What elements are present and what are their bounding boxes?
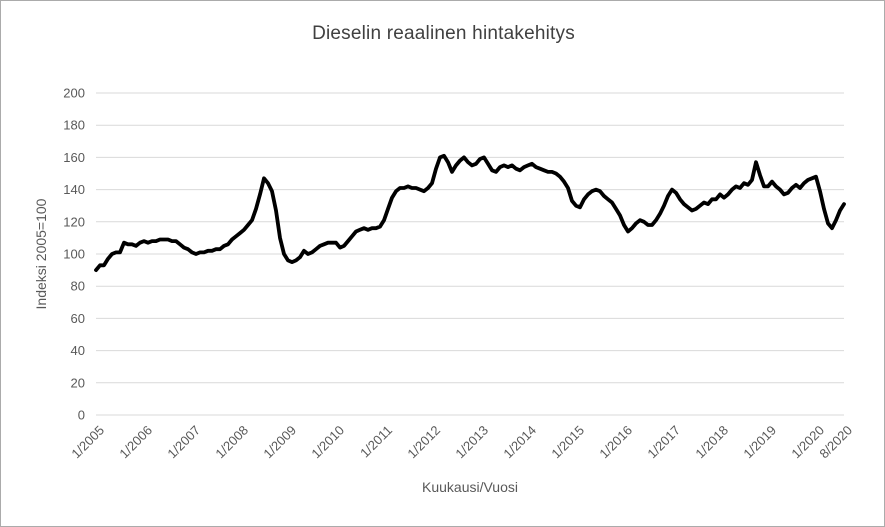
y-tick-label-140: 140 — [63, 182, 85, 197]
y-tick-label-0: 0 — [78, 408, 85, 423]
chart-title: Dieselin reaalinen hintakehitys — [312, 23, 575, 44]
y-tick-label-60: 60 — [71, 311, 85, 326]
x-axis-title: Kuukausi/Vuosi — [422, 479, 518, 495]
y-tick-label-120: 120 — [63, 214, 85, 229]
y-tick-label-80: 80 — [71, 279, 85, 294]
x-tick-label-1-2019: 1/2019 — [740, 423, 779, 462]
x-tick-label-1-2013: 1/2013 — [452, 423, 491, 462]
x-tick-label-1-2018: 1/2018 — [692, 423, 731, 462]
x-tick-label-1-2011: 1/2011 — [357, 423, 395, 461]
x-tick-label-1-2008: 1/2008 — [212, 423, 251, 462]
y-tick-label-40: 40 — [71, 343, 85, 358]
x-tick-label-1-2017: 1/2017 — [644, 423, 683, 462]
x-tick-label-1-2006: 1/2006 — [116, 423, 155, 462]
x-tick-label-1-2009: 1/2009 — [260, 423, 299, 462]
x-tick-label-1-2012: 1/2012 — [404, 423, 443, 462]
x-tick-label-1-2016: 1/2016 — [596, 423, 635, 462]
x-tick-label-1-2014: 1/2014 — [500, 423, 539, 462]
y-tick-label-20: 20 — [71, 375, 85, 390]
x-tick-label-1-2005: 1/2005 — [68, 423, 107, 462]
x-tick-label-1-2010: 1/2010 — [308, 423, 347, 462]
y-tick-label-180: 180 — [63, 118, 85, 133]
x-tick-label-1-2007: 1/2007 — [164, 423, 203, 462]
y-tick-label-160: 160 — [63, 150, 85, 165]
price-index-line — [94, 153, 846, 273]
x-tick-label-1-2015: 1/2015 — [548, 423, 587, 462]
y-tick-label-100: 100 — [63, 247, 85, 262]
y-tick-label-200: 200 — [63, 86, 85, 101]
